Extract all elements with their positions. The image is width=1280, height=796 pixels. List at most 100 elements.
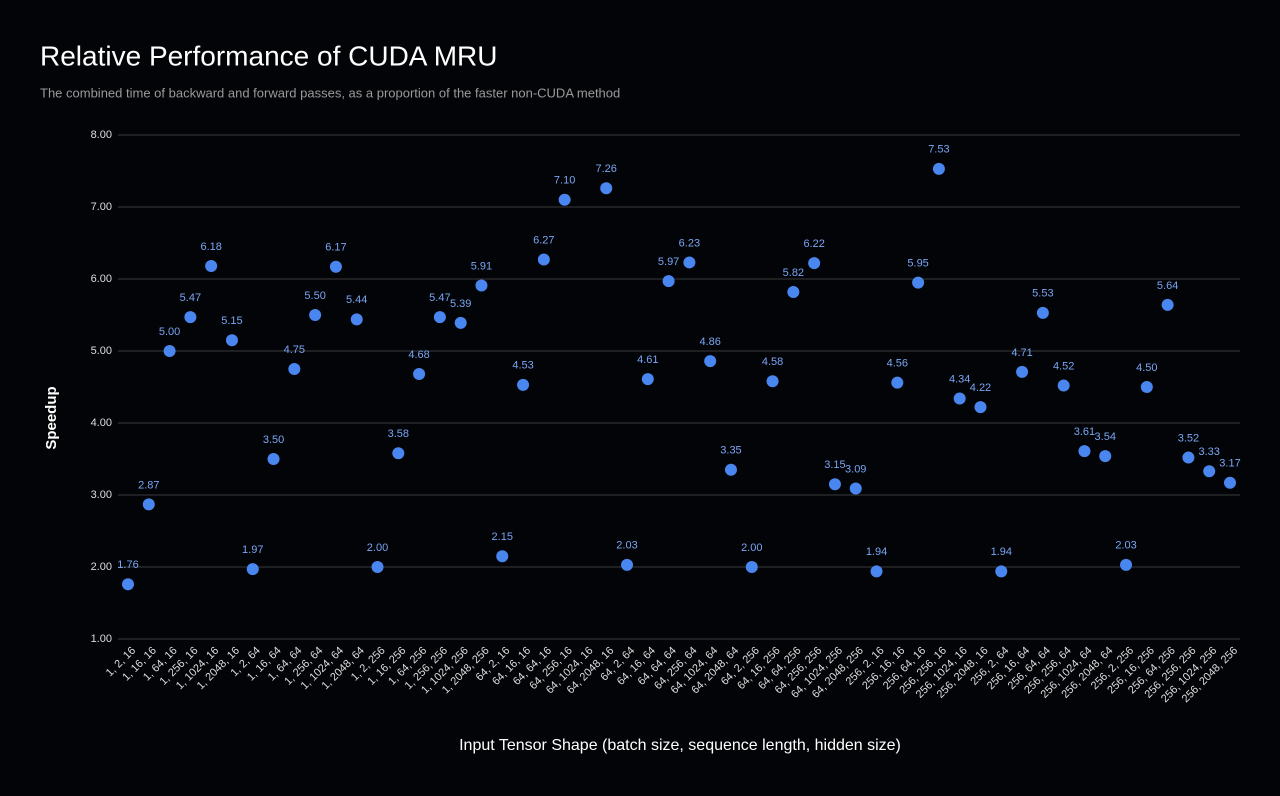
data-label: 2.00 [741, 542, 762, 554]
data-label: 1.94 [866, 546, 887, 558]
data-label: 3.54 [1095, 431, 1116, 443]
data-label: 1.97 [242, 544, 263, 556]
data-label: 4.34 [949, 373, 970, 385]
point [163, 345, 176, 357]
data-label: 3.17 [1219, 458, 1240, 470]
point [1099, 450, 1112, 463]
data-label: 5.47 [180, 292, 201, 304]
point [246, 563, 259, 576]
point [142, 498, 155, 511]
point [1182, 451, 1195, 464]
y-tick-label: 7.00 [91, 201, 112, 213]
point [641, 373, 654, 386]
point [1224, 476, 1236, 489]
point [1203, 465, 1216, 478]
data-label: 1.76 [117, 559, 138, 571]
point [309, 309, 322, 321]
point [683, 256, 696, 269]
data-label: 2.03 [1115, 540, 1136, 552]
data-label: 5.97 [658, 256, 679, 268]
data-label: 6.17 [325, 242, 346, 254]
point [870, 565, 883, 578]
point [517, 378, 530, 391]
data-label: 6.22 [803, 238, 824, 250]
point [662, 275, 675, 288]
point [932, 162, 945, 175]
point [600, 182, 613, 195]
data-label: 4.22 [970, 382, 991, 394]
point [621, 558, 634, 571]
point [1036, 306, 1049, 319]
chart-title: Relative Performance of CUDA MRU [40, 40, 497, 71]
point [766, 375, 779, 388]
data-label: 4.86 [699, 336, 720, 348]
point [849, 482, 862, 495]
data-label: 3.50 [263, 434, 284, 446]
point [267, 453, 280, 465]
data-label: 2.87 [138, 479, 159, 491]
point [184, 311, 197, 324]
point [392, 447, 405, 460]
data-label: 4.52 [1053, 360, 1074, 372]
data-label: 4.58 [762, 356, 783, 368]
point [974, 401, 987, 414]
point [808, 257, 821, 270]
data-label: 4.50 [1136, 362, 1157, 374]
data-label: 4.75 [284, 344, 305, 356]
point [828, 478, 841, 491]
point [1140, 381, 1153, 393]
point [454, 316, 467, 329]
point [745, 561, 758, 573]
point [475, 279, 488, 292]
data-label: 5.39 [450, 298, 471, 310]
data-label: 5.44 [346, 294, 367, 306]
data-label: 3.09 [845, 463, 866, 475]
point [724, 463, 737, 476]
data-label: 6.27 [533, 234, 554, 246]
y-tick-label: 2.00 [91, 561, 112, 573]
point [1161, 298, 1174, 311]
data-label: 5.47 [429, 292, 450, 304]
y-tick-label: 1.00 [91, 633, 112, 645]
data-label: 4.61 [637, 354, 658, 366]
point [413, 368, 426, 381]
point [558, 193, 571, 206]
x-axis-label: Input Tensor Shape (batch size, sequence… [459, 737, 901, 754]
data-label: 2.03 [616, 540, 637, 552]
point [371, 561, 384, 573]
data-label: 5.53 [1032, 288, 1053, 300]
point [1078, 445, 1091, 458]
data-label: 3.61 [1074, 426, 1095, 438]
point [329, 260, 342, 273]
data-label: 5.82 [783, 267, 804, 279]
data-label: 7.53 [928, 144, 949, 156]
point [912, 276, 925, 289]
point [704, 355, 717, 368]
data-label: 5.00 [159, 326, 180, 338]
y-tick-label: 3.00 [91, 489, 112, 501]
data-label: 3.52 [1178, 432, 1199, 444]
data-label: 5.50 [304, 290, 325, 302]
data-label: 7.26 [596, 163, 617, 175]
point [953, 392, 966, 405]
data-label: 4.53 [512, 360, 533, 372]
point [1120, 558, 1133, 571]
data-label: 4.71 [1011, 347, 1032, 359]
data-label: 4.56 [887, 358, 908, 370]
point [995, 565, 1008, 578]
point [1057, 379, 1070, 392]
point [288, 363, 301, 375]
data-label: 3.15 [824, 459, 845, 471]
data-label: 1.94 [991, 546, 1012, 558]
point [205, 260, 218, 273]
chart-subtitle: The combined time of backward and forwar… [40, 85, 620, 100]
point [891, 376, 904, 389]
y-tick-label: 5.00 [91, 345, 112, 357]
data-label: 2.00 [367, 542, 388, 554]
point [496, 550, 509, 563]
point [122, 578, 134, 591]
data-label: 3.35 [720, 445, 741, 457]
data-label: 3.58 [388, 428, 409, 440]
